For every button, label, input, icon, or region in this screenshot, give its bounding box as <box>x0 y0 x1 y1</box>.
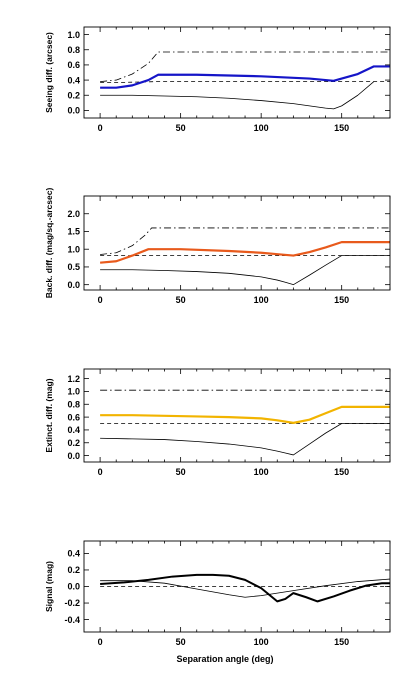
y-tick-label: 0.6 <box>67 60 80 70</box>
x-tick-label: 0 <box>98 295 103 305</box>
x-tick-label: 50 <box>176 467 186 477</box>
plot-frame <box>83 195 391 291</box>
y-axis-label: Seeing diff. (arcsec) <box>44 32 54 113</box>
x-tick-label: 50 <box>176 637 186 647</box>
series-group <box>100 573 390 603</box>
x-tick-label: 150 <box>334 123 349 133</box>
series-line-2-solid <box>100 578 390 598</box>
y-axis-label: Extinct. diff. (mag) <box>44 378 54 452</box>
x-tick-label: 50 <box>176 123 186 133</box>
x-tick-label: 100 <box>254 295 269 305</box>
x-tick-label: 150 <box>334 467 349 477</box>
x-tick-label: 100 <box>254 637 269 647</box>
y-tick-label: -0.4 <box>64 615 80 625</box>
y-tick-label: 0.5 <box>67 262 80 272</box>
series-line-4-solid <box>100 241 390 264</box>
y-tick-label: 0.6 <box>67 412 80 422</box>
series-group <box>100 227 390 286</box>
x-axis-label: Separation angle (deg) <box>176 654 273 664</box>
y-tick-label: 0.0 <box>67 280 80 290</box>
series-line-2-dashed <box>100 81 390 83</box>
y-axis-label: Back. diff. (mag/sq.-arcsec) <box>44 188 54 299</box>
series-line-1-solid <box>100 81 375 110</box>
y-tick-label: 1.0 <box>67 387 80 397</box>
x-tick-label: 0 <box>98 637 103 647</box>
y-tick-label: 0.4 <box>67 75 80 85</box>
y-tick-label: 0.2 <box>67 438 80 448</box>
y-tick-label: 0.2 <box>67 90 80 100</box>
y-tick-label: 0.4 <box>67 549 80 559</box>
panel-4: -0.4 -0.2 0.0 0.2 0.4 0 50 100 150 Signal (mag) Se… <box>44 540 391 664</box>
series-line-4-solid <box>100 65 390 89</box>
series-line-4-solid <box>100 405 390 424</box>
y-tick-label: 1.2 <box>67 374 80 384</box>
y-tick-label: 0.2 <box>67 565 80 575</box>
panel-3: 0.0 0.2 0.4 0.6 0.8 1.0 1.2 0 50 100 150 Extinct. d… <box>44 368 391 477</box>
y-tick-label: 1.0 <box>67 244 80 254</box>
series-group <box>100 389 390 456</box>
x-tick-label: 150 <box>334 295 349 305</box>
y-axis-label: Signal (mag) <box>44 561 54 612</box>
x-tick-label: 0 <box>98 467 103 477</box>
series-line-1-solid <box>100 255 390 286</box>
x-tick-label: 100 <box>254 123 269 133</box>
y-tick-label: 0.8 <box>67 399 80 409</box>
y-tick-label: -0.2 <box>64 598 80 608</box>
y-tick-label: 0.0 <box>67 451 80 461</box>
series-line-3-solid <box>100 573 390 603</box>
plot-frame <box>83 26 391 119</box>
y-tick-label: 1.0 <box>67 30 80 40</box>
series-line-1-solid <box>100 423 390 456</box>
panel-1: 0.0 0.2 0.4 0.6 0.8 1.0 0 50 100 150 Seeing diff. … <box>44 26 391 133</box>
series-group <box>100 51 390 110</box>
y-tick-label: 0.4 <box>67 425 80 435</box>
y-tick-label: 0.0 <box>67 582 80 592</box>
y-tick-label: 1.5 <box>67 227 80 237</box>
y-tick-label: 0.0 <box>67 106 80 116</box>
x-tick-label: 0 <box>98 123 103 133</box>
y-tick-label: 0.8 <box>67 45 80 55</box>
series-line-3-dashdot <box>100 51 390 82</box>
plot-frame <box>83 368 391 463</box>
x-tick-label: 150 <box>334 637 349 647</box>
x-tick-label: 50 <box>176 295 186 305</box>
y-tick-label: 2.0 <box>67 209 80 219</box>
panel-2: 0.0 0.5 1.0 1.5 2.0 0 50 100 150 Back. diff. (mag… <box>44 188 391 305</box>
x-tick-label: 100 <box>254 467 269 477</box>
